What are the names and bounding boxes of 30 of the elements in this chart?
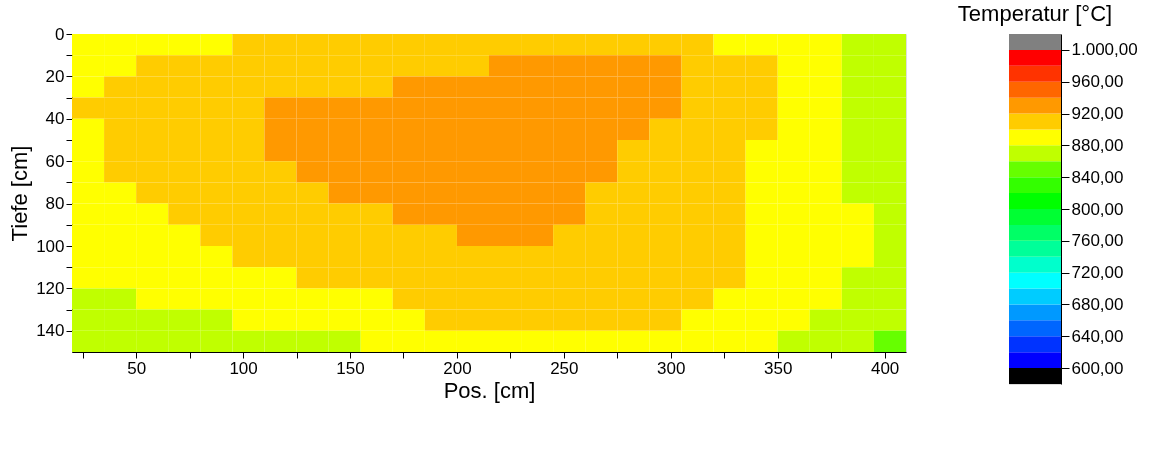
x-tick-label: 400 (870, 358, 900, 378)
color-bar-label: 640,00 (1071, 326, 1124, 346)
y-tick-label: 80 (45, 194, 65, 214)
y-tick-label: 0 (55, 24, 65, 44)
y-tick-label: 120 (36, 278, 65, 298)
color-bar-label: 680,00 (1071, 294, 1124, 314)
color-bar-label: 600,00 (1071, 358, 1124, 378)
color-bar-title: Temperatur [°C] (957, 1, 1113, 26)
x-axis-title: Pos. [cm] (443, 377, 536, 403)
color-bar-label: 720,00 (1071, 263, 1124, 283)
x-tick-label: 250 (550, 358, 579, 378)
y-tick-label: 20 (45, 66, 65, 86)
color-bar-label: 920,00 (1071, 104, 1124, 124)
color-bar-label: 840,00 (1071, 167, 1124, 187)
y-axis-title: Tiefe [cm] (7, 145, 33, 242)
color-bar-label: 800,00 (1071, 199, 1124, 219)
color-bar-label: 960,00 (1071, 72, 1124, 92)
x-tick-label: 350 (764, 358, 793, 378)
color-bar-label: 1.000,00 (1071, 40, 1138, 60)
color-bar-label: 880,00 (1071, 135, 1124, 155)
y-tick-label: 60 (45, 151, 65, 171)
x-tick-label: 50 (127, 358, 147, 378)
y-tick-label: 40 (45, 109, 65, 129)
x-tick-label: 300 (657, 358, 686, 378)
color-bar-label: 760,00 (1071, 231, 1124, 251)
y-tick-label: 100 (36, 236, 65, 256)
x-tick-label: 100 (229, 358, 258, 378)
x-tick-label: 150 (336, 358, 365, 378)
x-tick-label: 200 (443, 358, 472, 378)
y-tick-label: 140 (36, 321, 65, 341)
